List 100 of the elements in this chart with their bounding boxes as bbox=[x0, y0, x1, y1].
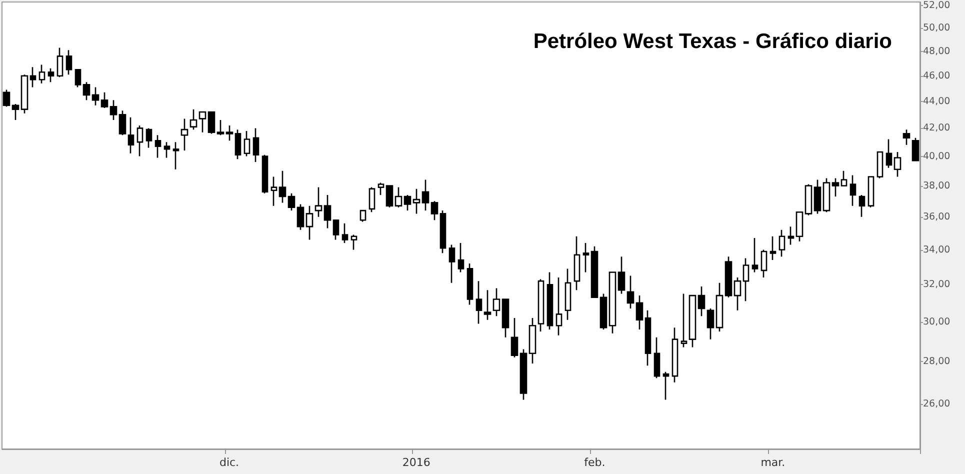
candlestick bbox=[430, 200, 438, 221]
candlestick bbox=[476, 280, 482, 324]
candlestick bbox=[600, 293, 608, 330]
candlestick bbox=[20, 74, 28, 114]
candlestick bbox=[172, 141, 180, 170]
candlestick bbox=[886, 138, 892, 169]
candlestick bbox=[412, 188, 420, 214]
candlestick bbox=[574, 236, 580, 291]
candlestick bbox=[850, 174, 856, 206]
candlestick bbox=[306, 205, 314, 240]
candlestick bbox=[448, 244, 456, 284]
candlestick bbox=[146, 128, 152, 148]
y-tick-label: 38,00 bbox=[923, 180, 950, 192]
candlestick bbox=[894, 151, 902, 178]
candlestick bbox=[66, 50, 72, 76]
candlestick bbox=[110, 99, 118, 121]
candlestick bbox=[564, 268, 572, 321]
x-tick-label: dic. bbox=[219, 456, 240, 469]
candlestick bbox=[698, 286, 706, 317]
x-tick-label: feb. bbox=[584, 456, 606, 469]
candlestick bbox=[706, 308, 714, 340]
y-tick-label: 40,00 bbox=[923, 150, 950, 162]
y-tick-label: 44,00 bbox=[923, 96, 950, 107]
x-tick-label: 2016 bbox=[402, 456, 430, 469]
candlestick bbox=[546, 272, 554, 330]
candlestick bbox=[422, 179, 430, 212]
candlestick bbox=[12, 103, 20, 121]
candlestick bbox=[288, 192, 296, 212]
candlestick bbox=[458, 242, 464, 273]
candlestick bbox=[394, 186, 402, 208]
candlestick bbox=[100, 92, 108, 109]
y-tick-label: 36,00 bbox=[923, 211, 950, 222]
candlestick bbox=[644, 310, 652, 366]
candlestick bbox=[618, 256, 626, 294]
y-tick-label: 50,00 bbox=[923, 22, 950, 34]
candlestick bbox=[876, 151, 884, 179]
candlestick bbox=[342, 222, 348, 244]
candlestick bbox=[502, 298, 510, 338]
candlestick bbox=[734, 276, 742, 312]
candlestick bbox=[74, 68, 82, 88]
candlestick bbox=[2, 89, 10, 108]
candlestick bbox=[804, 184, 812, 216]
candlestick bbox=[234, 128, 242, 160]
candlestick bbox=[278, 170, 286, 204]
candlestick bbox=[716, 282, 724, 332]
candlestick bbox=[760, 249, 768, 278]
candlestick bbox=[56, 47, 64, 78]
candlestick bbox=[840, 170, 848, 186]
candlestick bbox=[510, 317, 518, 358]
candlestick bbox=[654, 336, 660, 379]
candlestick bbox=[48, 68, 54, 83]
candlestick bbox=[404, 194, 412, 212]
candlestick bbox=[822, 178, 830, 213]
candlestick bbox=[332, 219, 340, 240]
candlestick bbox=[778, 229, 786, 258]
candlestick bbox=[858, 194, 866, 218]
candlestick bbox=[164, 141, 170, 158]
x-tick-label: mar. bbox=[760, 456, 786, 469]
candlestick bbox=[556, 276, 562, 336]
candlestick bbox=[492, 288, 500, 317]
text: Petróleo West Texas - Gráfico diario bbox=[533, 30, 892, 53]
candlestick bbox=[92, 86, 100, 106]
candlestick bbox=[180, 118, 188, 152]
candlestick bbox=[244, 130, 250, 157]
candlestick bbox=[368, 186, 376, 213]
candlestick bbox=[82, 81, 90, 101]
candlestick bbox=[440, 210, 446, 254]
y-tick-label: 48,00 bbox=[923, 46, 950, 57]
candlestick bbox=[484, 289, 492, 321]
candlestick bbox=[636, 294, 644, 330]
candlestick bbox=[608, 272, 616, 334]
candlestick bbox=[672, 326, 678, 384]
candlestick bbox=[350, 234, 358, 250]
y-tick-label: 34,00 bbox=[923, 244, 950, 256]
candlestick bbox=[796, 211, 804, 242]
y-tick-label: 26,00 bbox=[923, 398, 950, 410]
candlestick bbox=[902, 128, 910, 146]
candlestick bbox=[590, 246, 598, 298]
candlestick bbox=[752, 237, 758, 273]
candlestick bbox=[30, 66, 36, 88]
candlestick bbox=[136, 124, 144, 157]
candlestick bbox=[262, 154, 268, 194]
candlestick bbox=[832, 178, 840, 198]
y-tick-label: 32,00 bbox=[923, 279, 950, 290]
candlestick bbox=[386, 185, 394, 208]
candlestick bbox=[538, 278, 544, 332]
candlestick bbox=[216, 119, 224, 136]
y-tick-label: 28,00 bbox=[923, 356, 950, 367]
candlestick bbox=[466, 262, 474, 306]
candlestick bbox=[770, 236, 776, 261]
candlestick bbox=[128, 116, 134, 154]
candlestick bbox=[208, 111, 216, 134]
candlestick bbox=[680, 293, 688, 348]
candlestick bbox=[226, 124, 234, 142]
candlestick bbox=[270, 176, 278, 206]
candlestick bbox=[296, 204, 304, 230]
y-tick-label: 30,00 bbox=[923, 316, 950, 328]
candlestick bbox=[626, 275, 634, 310]
candlestick bbox=[314, 186, 322, 218]
y-tick-label: 42,00 bbox=[923, 122, 950, 134]
